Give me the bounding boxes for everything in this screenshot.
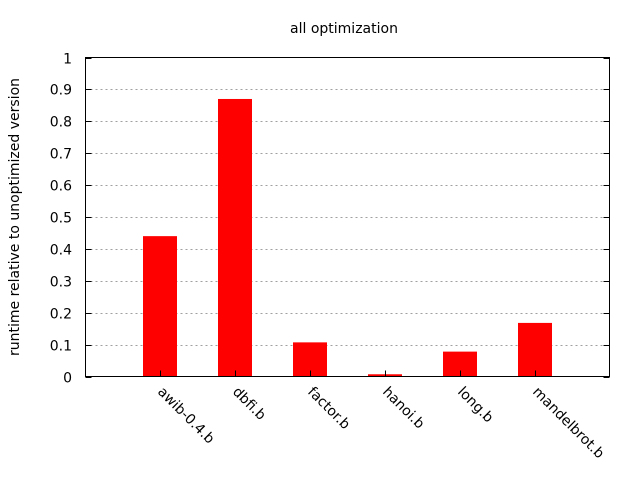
- x-tick-label: long.b: [454, 384, 496, 426]
- y-tick-label: 0.1: [50, 339, 72, 355]
- y-tick-label: 0.8: [50, 115, 72, 131]
- y-tick-label: 0.9: [50, 83, 72, 99]
- x-tick-label: mandelbrot.b: [529, 384, 607, 462]
- x-tick-label: factor.b: [304, 384, 353, 433]
- axis-ticks: 0 0.1 0.2 0.3 0.4 0.5 0.6 0.7 0.8 0.9 1 awib-0.4.b d…: [50, 52, 610, 462]
- x-tick-label: dbfi.b: [229, 384, 269, 424]
- bars: [143, 98, 552, 377]
- y-tick-label: 0.7: [50, 147, 72, 163]
- x-tick-label: hanoi.b: [379, 384, 427, 432]
- bar: [218, 98, 252, 377]
- y-axis-label: runtime relative to unoptimized version: [7, 78, 23, 356]
- y-tick-label: 0.4: [50, 243, 72, 259]
- y-tick-label: 0.5: [50, 211, 72, 227]
- y-tick-label: 0: [63, 371, 72, 387]
- bar: [143, 236, 177, 377]
- x-tick-label: awib-0.4.b: [154, 384, 217, 447]
- y-tick-label: 0.6: [50, 179, 72, 195]
- chart-title: all optimization: [290, 21, 398, 37]
- grid-lines: [85, 89, 610, 346]
- bar: [518, 322, 552, 377]
- y-tick-label: 1: [63, 52, 72, 68]
- y-tick-label: 0.3: [50, 275, 72, 291]
- y-tick-label: 0.2: [50, 307, 72, 323]
